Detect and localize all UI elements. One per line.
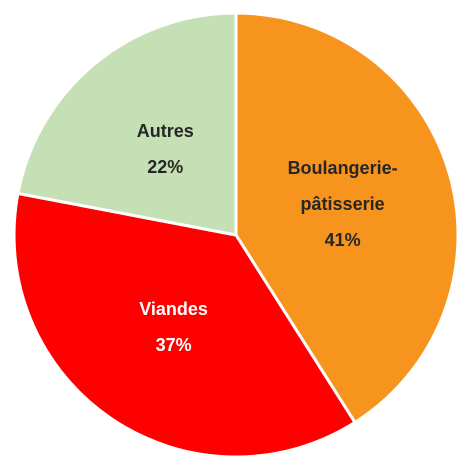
slice-label: Autres 22%: [90, 113, 240, 185]
category-label: Autres: [136, 121, 194, 142]
value-label: 37%: [155, 334, 192, 355]
value-label: 22%: [147, 157, 184, 178]
value-label: 41%: [324, 230, 361, 251]
slice-label: Viandes 37%: [99, 291, 249, 363]
pie-slice: [12, 191, 357, 457]
slice-label: Boulangerie-pâtisserie 41%: [268, 150, 418, 258]
category-label: Viandes: [139, 298, 208, 319]
category-label: Boulangerie-pâtisserie: [287, 158, 398, 215]
pie-slice: [16, 11, 238, 237]
